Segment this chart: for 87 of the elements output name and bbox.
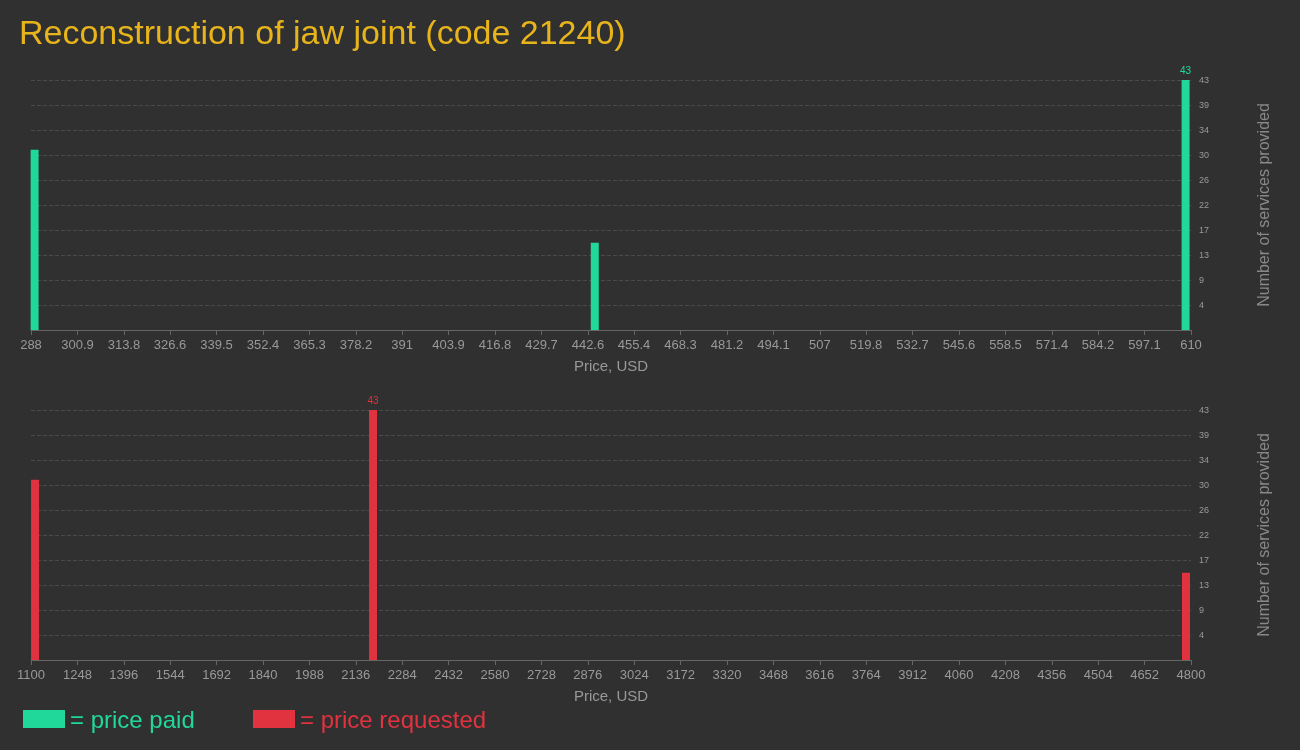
x-tick-label: 3616: [805, 667, 835, 682]
bar: [369, 410, 378, 660]
x-tick-label: 1988: [294, 667, 324, 682]
x-tick-label: 391: [391, 337, 413, 352]
x-tick-label: 2580: [480, 667, 510, 682]
x-tick-label: 507: [809, 337, 831, 352]
x-tick-label: 481.2: [710, 337, 744, 352]
y-tick-label: 39: [1199, 100, 1210, 110]
x-tick-label: 2876: [573, 667, 603, 682]
y-tick-label: 4: [1199, 300, 1205, 310]
x-tick-label: 584.2: [1081, 337, 1115, 352]
y-tick-label: 9: [1199, 275, 1205, 285]
x-tick-label: 2728: [526, 667, 556, 682]
x-tick-label: 288: [20, 337, 42, 352]
x-tick-label: 4800: [1176, 667, 1206, 682]
bar: [31, 479, 40, 660]
bar: [590, 242, 599, 330]
legend-label: = price paid: [70, 705, 195, 733]
x-tick-label: 2136: [341, 667, 371, 682]
y-tick-label: 22: [1199, 530, 1210, 540]
x-tick-label: 326.6: [153, 337, 187, 352]
x-tick-label: 558.5: [989, 337, 1022, 352]
y-tick-label: 39: [1199, 430, 1210, 440]
x-tick-label: 3172: [666, 667, 696, 682]
y-tick-label: 34: [1199, 125, 1210, 135]
x-tick-label: 313.8: [107, 337, 141, 352]
data-label: 43: [1180, 64, 1192, 76]
x-tick-label: 416.8: [478, 337, 512, 352]
y-tick-label: 17: [1199, 555, 1210, 565]
x-tick-label: 3468: [758, 667, 788, 682]
x-tick-label: 532.7: [896, 337, 929, 352]
x-tick-label: 571.4: [1035, 337, 1069, 352]
x-tick-label: 4208: [990, 667, 1020, 682]
x-tick-label: 494.1: [757, 337, 790, 352]
x-tick-label: 4356: [1037, 667, 1067, 682]
x-tick-label: 1692: [202, 667, 232, 682]
y-tick-label: 9: [1199, 605, 1205, 615]
x-tick-label: 3024: [619, 667, 649, 682]
y-tick-label: 26: [1199, 505, 1210, 515]
x-axis-title: Price, USD: [573, 687, 649, 704]
y-tick-label: 30: [1199, 150, 1210, 160]
y-tick-label: 13: [1199, 250, 1210, 260]
x-tick-label: 1544: [155, 667, 185, 682]
x-tick-label: 1840: [248, 667, 278, 682]
y-tick-label: 26: [1199, 175, 1210, 185]
x-tick-label: 300.9: [61, 337, 94, 352]
bar: [1181, 80, 1190, 330]
x-tick-label: 468.3: [664, 337, 697, 352]
x-tick-label: 4652: [1130, 667, 1160, 682]
x-tick-label: 2284: [387, 667, 417, 682]
x-tick-label: 3764: [851, 667, 881, 682]
x-tick-label: 429.7: [525, 337, 558, 352]
x-tick-label: 2432: [434, 667, 464, 682]
x-tick-label: 3912: [898, 667, 928, 682]
data-label: 43: [367, 394, 380, 406]
x-tick-label: 3320: [712, 667, 742, 682]
x-tick-label: 1396: [109, 667, 139, 682]
x-tick-label: 352.4: [246, 337, 280, 352]
y-tick-label: 30: [1199, 480, 1210, 490]
y-axis-title: Number of services provided: [1254, 433, 1272, 637]
x-tick-label: 610: [1180, 337, 1202, 352]
x-tick-label: 455.4: [617, 337, 651, 352]
bar: [1181, 572, 1190, 660]
legend-label: = price requested: [300, 705, 487, 733]
bar: [30, 149, 39, 330]
chart-title: Reconstruction of jaw joint (code 21240): [19, 13, 626, 51]
y-tick-label: 43: [1199, 75, 1210, 85]
x-tick-label: 597.1: [1128, 337, 1161, 352]
x-tick-label: 1100: [17, 667, 45, 682]
y-tick-label: 43: [1199, 405, 1210, 415]
y-tick-label: 22: [1199, 200, 1210, 210]
y-tick-label: 4: [1199, 630, 1205, 640]
x-tick-label: 519.8: [849, 337, 883, 352]
y-tick-label: 17: [1199, 225, 1210, 235]
y-tick-label: 13: [1199, 580, 1210, 590]
y-axis-title: Number of services provided: [1254, 103, 1272, 307]
x-tick-label: 403.9: [432, 337, 465, 352]
y-tick-label: 34: [1199, 455, 1210, 465]
x-tick-label: 545.6: [942, 337, 976, 352]
x-tick-label: 1248: [62, 667, 92, 682]
x-tick-label: 378.2: [339, 337, 373, 352]
x-tick-label: 442.6: [571, 337, 605, 352]
x-tick-label: 339.5: [200, 337, 233, 352]
x-tick-label: 365.3: [293, 337, 326, 352]
x-tick-label: 4060: [944, 667, 974, 682]
x-tick-label: 4504: [1083, 667, 1113, 682]
x-axis-title: Price, USD: [573, 357, 649, 374]
